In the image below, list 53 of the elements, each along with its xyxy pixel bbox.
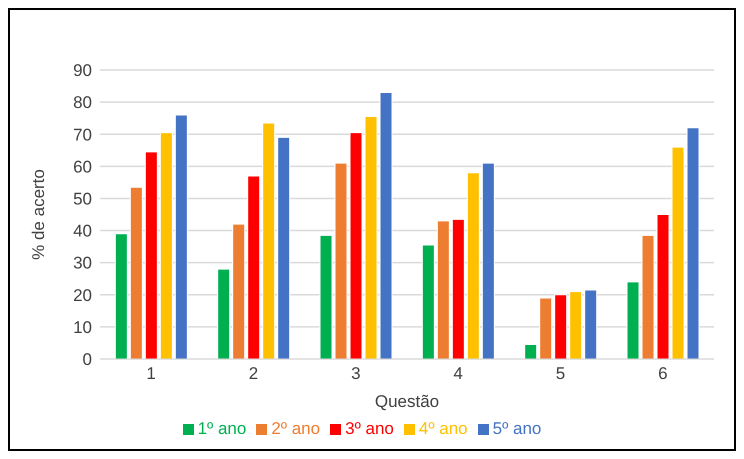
bar xyxy=(364,116,378,359)
legend-label: 1º ano xyxy=(198,419,246,438)
bar xyxy=(686,127,700,359)
bar xyxy=(334,162,348,359)
y-tick-label: 30 xyxy=(73,254,92,273)
bar xyxy=(232,224,246,359)
y-tick-label: 60 xyxy=(73,157,92,176)
y-tick-label: 20 xyxy=(73,286,92,305)
bar xyxy=(380,92,393,359)
y-tick-label: 90 xyxy=(73,61,92,80)
x-tick-label: 1 xyxy=(146,364,156,384)
bar xyxy=(436,220,450,359)
bar xyxy=(584,289,598,359)
x-tick-label: 4 xyxy=(453,364,463,384)
legend-label: 4º ano xyxy=(418,419,468,438)
bar xyxy=(569,291,582,359)
x-tick-label: 2 xyxy=(248,364,258,384)
bar xyxy=(554,294,568,359)
bar xyxy=(144,151,158,359)
bar xyxy=(422,244,435,359)
x-tick-label: 3 xyxy=(351,364,361,384)
bar xyxy=(174,114,188,359)
y-axis-title: % de acerto xyxy=(29,169,48,260)
legend-label: 2º ano xyxy=(271,419,320,438)
x-tick-label: 6 xyxy=(658,364,668,384)
x-tick-label: 5 xyxy=(556,364,566,384)
bar xyxy=(626,281,640,359)
y-tick-label: 70 xyxy=(73,125,92,144)
bar xyxy=(130,186,143,359)
bar xyxy=(217,268,230,359)
bar xyxy=(452,218,465,359)
y-tick-label: 10 xyxy=(73,318,92,337)
legend-label: 5º ano xyxy=(492,419,542,438)
bar xyxy=(524,344,538,359)
y-tick-label: 80 xyxy=(73,93,92,112)
bar xyxy=(277,136,290,359)
bar xyxy=(114,233,128,359)
bar xyxy=(320,234,333,359)
bar xyxy=(656,214,670,359)
bar xyxy=(160,132,173,359)
bar xyxy=(539,297,552,359)
bar xyxy=(482,162,495,359)
y-tick-label: 50 xyxy=(73,189,92,208)
bar xyxy=(350,132,363,359)
y-tick-label: 40 xyxy=(73,222,92,241)
legend-label: 3º ano xyxy=(345,419,394,438)
bar xyxy=(262,122,276,359)
bar xyxy=(642,234,655,359)
bar xyxy=(247,175,260,359)
bar xyxy=(466,172,480,359)
y-tick-label: 0 xyxy=(82,350,92,370)
bar xyxy=(672,146,685,359)
x-axis-title: Questão xyxy=(374,392,440,411)
